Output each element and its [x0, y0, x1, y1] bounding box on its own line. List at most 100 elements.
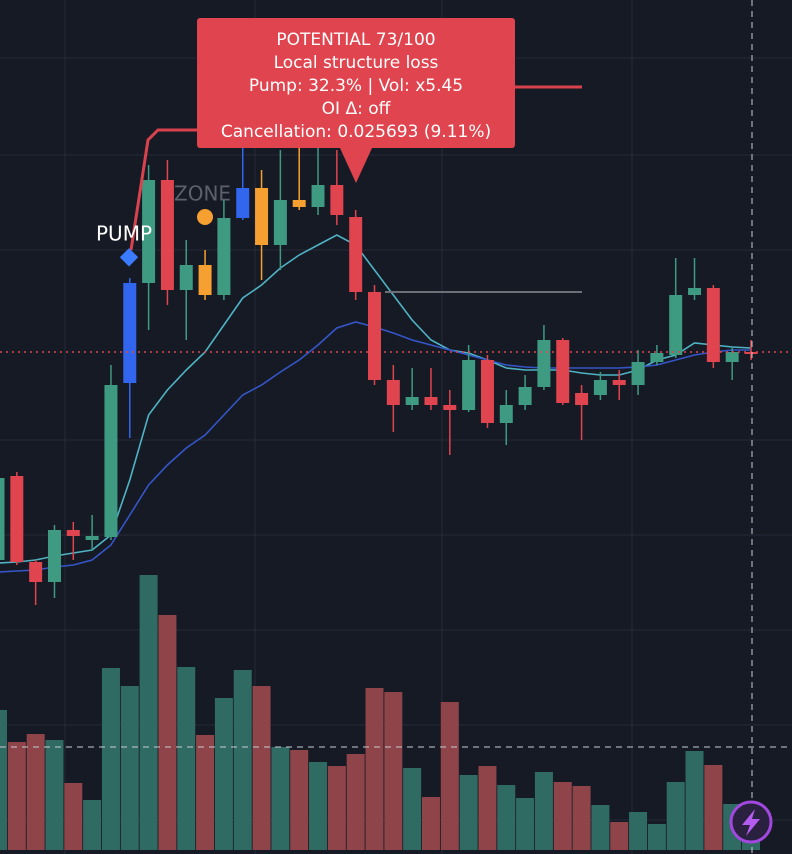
volume-bar — [327, 766, 346, 850]
volume-bar — [290, 750, 309, 850]
candle-body — [10, 476, 24, 562]
candle-body — [612, 380, 626, 385]
volume-bar — [346, 754, 365, 850]
volume-bar — [384, 692, 403, 850]
volume-bar — [403, 768, 422, 850]
candle-body — [688, 288, 702, 295]
candle-body — [47, 530, 61, 582]
zone-marker — [197, 209, 213, 225]
volume-bar — [158, 615, 177, 850]
volume-bar — [516, 798, 535, 850]
pump-label: PUMP — [96, 222, 152, 246]
candle-body — [330, 185, 344, 215]
candle-body — [217, 218, 231, 295]
volume-bar — [647, 824, 666, 850]
tooltip-line: Cancellation: 0.025693 (9.11%) — [221, 122, 491, 142]
tooltip-pointer — [340, 148, 372, 183]
candle-body — [236, 188, 250, 218]
candle-body — [0, 478, 5, 560]
volume-bar — [196, 735, 215, 850]
candle-body — [349, 217, 363, 292]
volume-bar — [534, 772, 553, 850]
candle-body — [725, 352, 739, 362]
tooltip-line: OI Δ: off — [322, 99, 392, 119]
volume-bar — [64, 783, 83, 850]
candle-body — [669, 295, 683, 355]
volume-bar — [704, 765, 723, 850]
candle-body — [66, 530, 80, 536]
volume-bar — [252, 686, 271, 850]
candle-body — [85, 536, 99, 540]
volume-bar — [421, 797, 440, 850]
volume-bar — [26, 734, 45, 850]
candle-body — [255, 188, 269, 245]
volume-bar — [572, 786, 591, 850]
candle-body — [744, 352, 758, 354]
volume-bar — [309, 762, 328, 850]
candle-body — [29, 562, 43, 582]
candle-body — [179, 265, 193, 290]
candle-body — [575, 393, 589, 405]
candle-body — [142, 180, 156, 283]
candle-body — [104, 385, 118, 537]
candle-body — [480, 360, 494, 423]
candle-body — [499, 405, 513, 423]
volume-bar — [120, 686, 139, 850]
candle-body — [650, 353, 664, 362]
volume-pane — [0, 575, 760, 850]
tooltip-line: Local structure loss — [274, 53, 439, 73]
flash-icon — [742, 809, 760, 836]
candle-body — [368, 292, 381, 380]
volume-bar — [497, 785, 516, 850]
flash-button[interactable] — [729, 800, 773, 844]
candle-body — [518, 387, 532, 405]
candle-body — [556, 340, 570, 403]
volume-bar — [666, 782, 685, 850]
volume-bar — [101, 668, 120, 850]
candle-body — [198, 265, 212, 295]
pump-connector — [129, 128, 200, 251]
candle-body — [386, 380, 400, 405]
volume-bar — [610, 822, 629, 850]
candle-body — [311, 185, 325, 207]
candle-body — [424, 397, 438, 405]
volume-bar — [440, 702, 459, 850]
tooltip-line: Pump: 32.3% | Vol: x5.45 — [249, 76, 463, 96]
volume-bar — [478, 766, 497, 850]
candle-body — [443, 405, 457, 410]
volume-bar — [233, 670, 252, 850]
volume-bar — [685, 751, 704, 850]
volume-bar — [45, 740, 64, 850]
candle-body — [593, 380, 607, 395]
volume-bar — [459, 775, 478, 850]
volume-bar — [591, 805, 610, 850]
volume-bar — [83, 800, 102, 850]
volume-bar — [214, 698, 233, 850]
candle-body — [537, 340, 551, 387]
volume-bar — [0, 710, 7, 850]
volume-bar — [271, 747, 290, 850]
tooltip-box — [197, 18, 515, 148]
zone-label: ZONE — [174, 182, 231, 206]
tooltip: POTENTIAL 73/100 Local structure loss Pump… — [197, 18, 515, 183]
volume-bar — [7, 742, 26, 850]
candle-body — [631, 362, 645, 385]
candle-body — [405, 397, 419, 405]
volume-bar — [139, 575, 158, 850]
candles — [0, 100, 758, 605]
volume-bar — [553, 782, 572, 850]
candle-body — [160, 180, 174, 290]
ma-line — [0, 234, 752, 564]
candle-body — [273, 200, 287, 245]
candle-body — [706, 288, 720, 362]
candle-body — [123, 283, 137, 383]
volume-bar — [629, 812, 648, 850]
pump-marker — [119, 248, 139, 267]
candle-body — [462, 360, 476, 410]
candle-body — [292, 200, 306, 207]
volume-bar — [177, 667, 196, 850]
tooltip-line: POTENTIAL 73/100 — [276, 30, 435, 50]
volume-bar — [365, 688, 384, 850]
